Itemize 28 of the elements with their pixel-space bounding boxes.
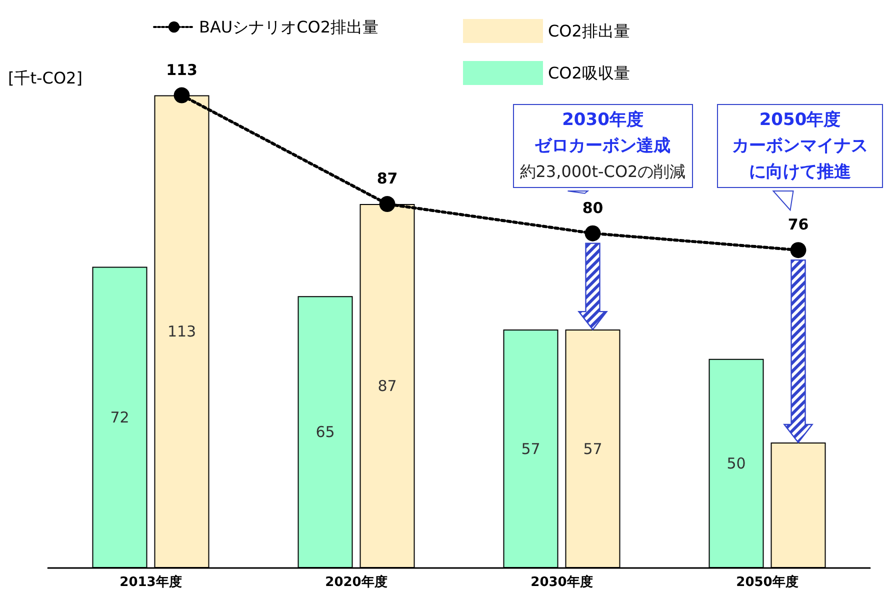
- point: [584, 225, 601, 242]
- data-label: 87: [376, 170, 398, 188]
- annotation: 2030年度: [561, 109, 644, 132]
- data-label: 65: [316, 423, 335, 442]
- point: [174, 87, 190, 104]
- data-label: 72: [110, 408, 130, 426]
- x-tick-label: 2013年度: [120, 574, 182, 590]
- y-axis-title: [千t-CO2]: [8, 68, 82, 88]
- x-tick-label: 2050年度: [736, 574, 798, 590]
- legend-label: CO2排出量: [548, 22, 630, 40]
- x-tick-label: 2030年度: [530, 574, 593, 590]
- annotation: カーボンマイナスに向けて推進: [731, 135, 869, 184]
- data-label: 87: [378, 377, 397, 396]
- point: [379, 196, 396, 212]
- annotation: 約23,000t-CO2の削減: [520, 161, 686, 183]
- data-label: 113: [167, 322, 196, 341]
- x-tick-label: 2020年度: [325, 574, 388, 590]
- data-label: 50: [726, 454, 746, 472]
- legend-label: BAUシナリオCO2排出量: [199, 18, 379, 36]
- legend-label: CO2吸収量: [548, 64, 630, 82]
- data-label: 76: [788, 216, 809, 234]
- data-label: 80: [582, 198, 604, 217]
- data-label: 57: [521, 440, 540, 458]
- annotation: 2050年度: [758, 109, 842, 132]
- annotation: ゼロカーボン達成: [534, 135, 672, 158]
- data-label: 57: [583, 440, 602, 458]
- point: [790, 242, 806, 258]
- data-label: 113: [166, 60, 198, 79]
